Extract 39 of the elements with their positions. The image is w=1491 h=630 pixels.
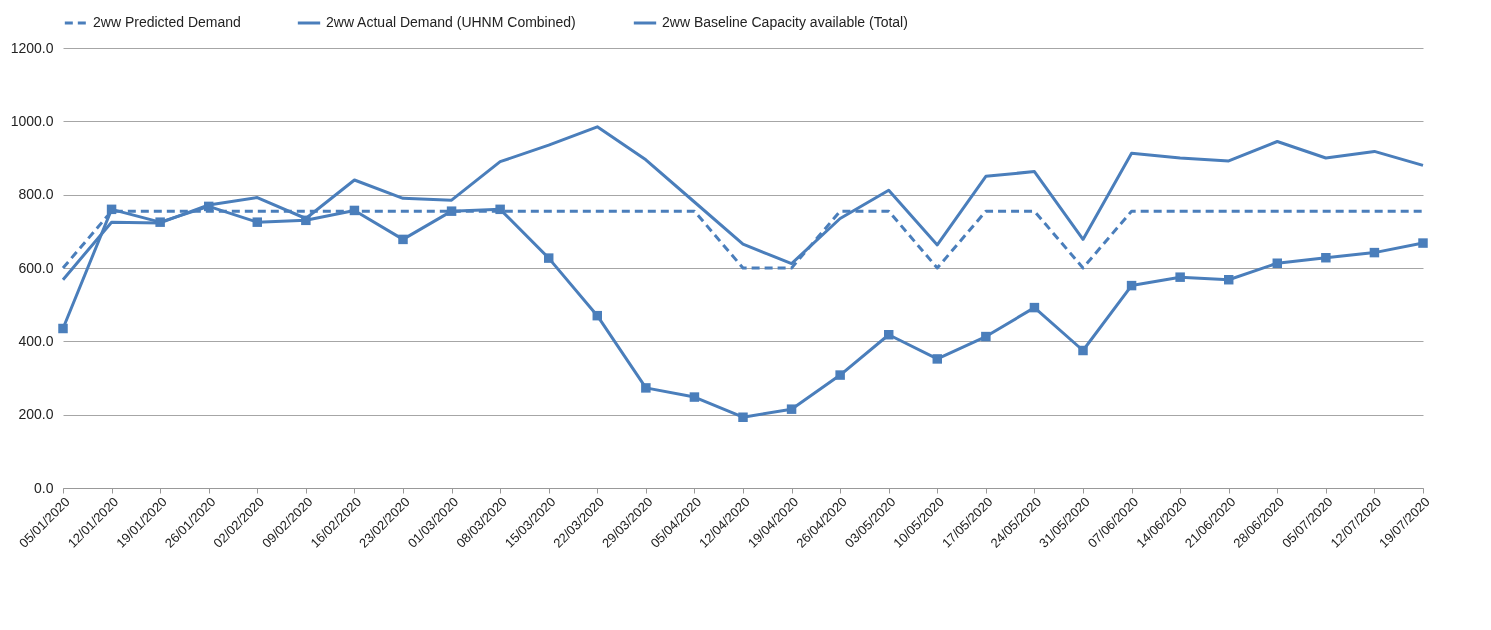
point <box>835 370 845 380</box>
point <box>155 217 165 227</box>
point <box>786 404 797 414</box>
legend-label: 2ww Actual Demand (UHNM Combined) <box>326 14 576 30</box>
y-tick-label: 1000.0 <box>10 112 54 129</box>
y-tick-label: 0.0 <box>34 479 54 496</box>
point <box>981 331 991 342</box>
point <box>301 215 311 226</box>
point <box>1029 302 1040 313</box>
y-tick-label: 800.0 <box>18 186 54 203</box>
point <box>641 383 651 393</box>
point <box>446 206 457 216</box>
point <box>1321 252 1331 263</box>
point <box>1223 274 1234 285</box>
point <box>689 392 700 402</box>
point <box>883 329 894 340</box>
point <box>1126 280 1137 291</box>
point <box>932 354 943 364</box>
point <box>349 205 360 216</box>
point <box>592 310 603 321</box>
y-tick-label: 400.0 <box>18 332 54 349</box>
y-tick-label: 200.0 <box>18 406 54 423</box>
point <box>398 234 408 245</box>
point <box>1418 238 1428 248</box>
point <box>1272 258 1283 268</box>
point <box>1369 247 1380 258</box>
legend-label: 2ww Predicted Demand <box>93 14 241 30</box>
point <box>106 204 117 215</box>
point <box>495 204 505 215</box>
point <box>203 201 214 212</box>
point <box>252 217 263 227</box>
point <box>58 323 68 334</box>
point <box>1078 345 1088 356</box>
y-tick-label: 600.0 <box>18 259 54 276</box>
y-tick-label: 1200.0 <box>10 39 54 56</box>
point <box>1175 272 1185 282</box>
point <box>543 253 554 263</box>
point <box>738 412 748 422</box>
legend-label: 2ww Baseline Capacity available (Total) <box>662 14 908 30</box>
